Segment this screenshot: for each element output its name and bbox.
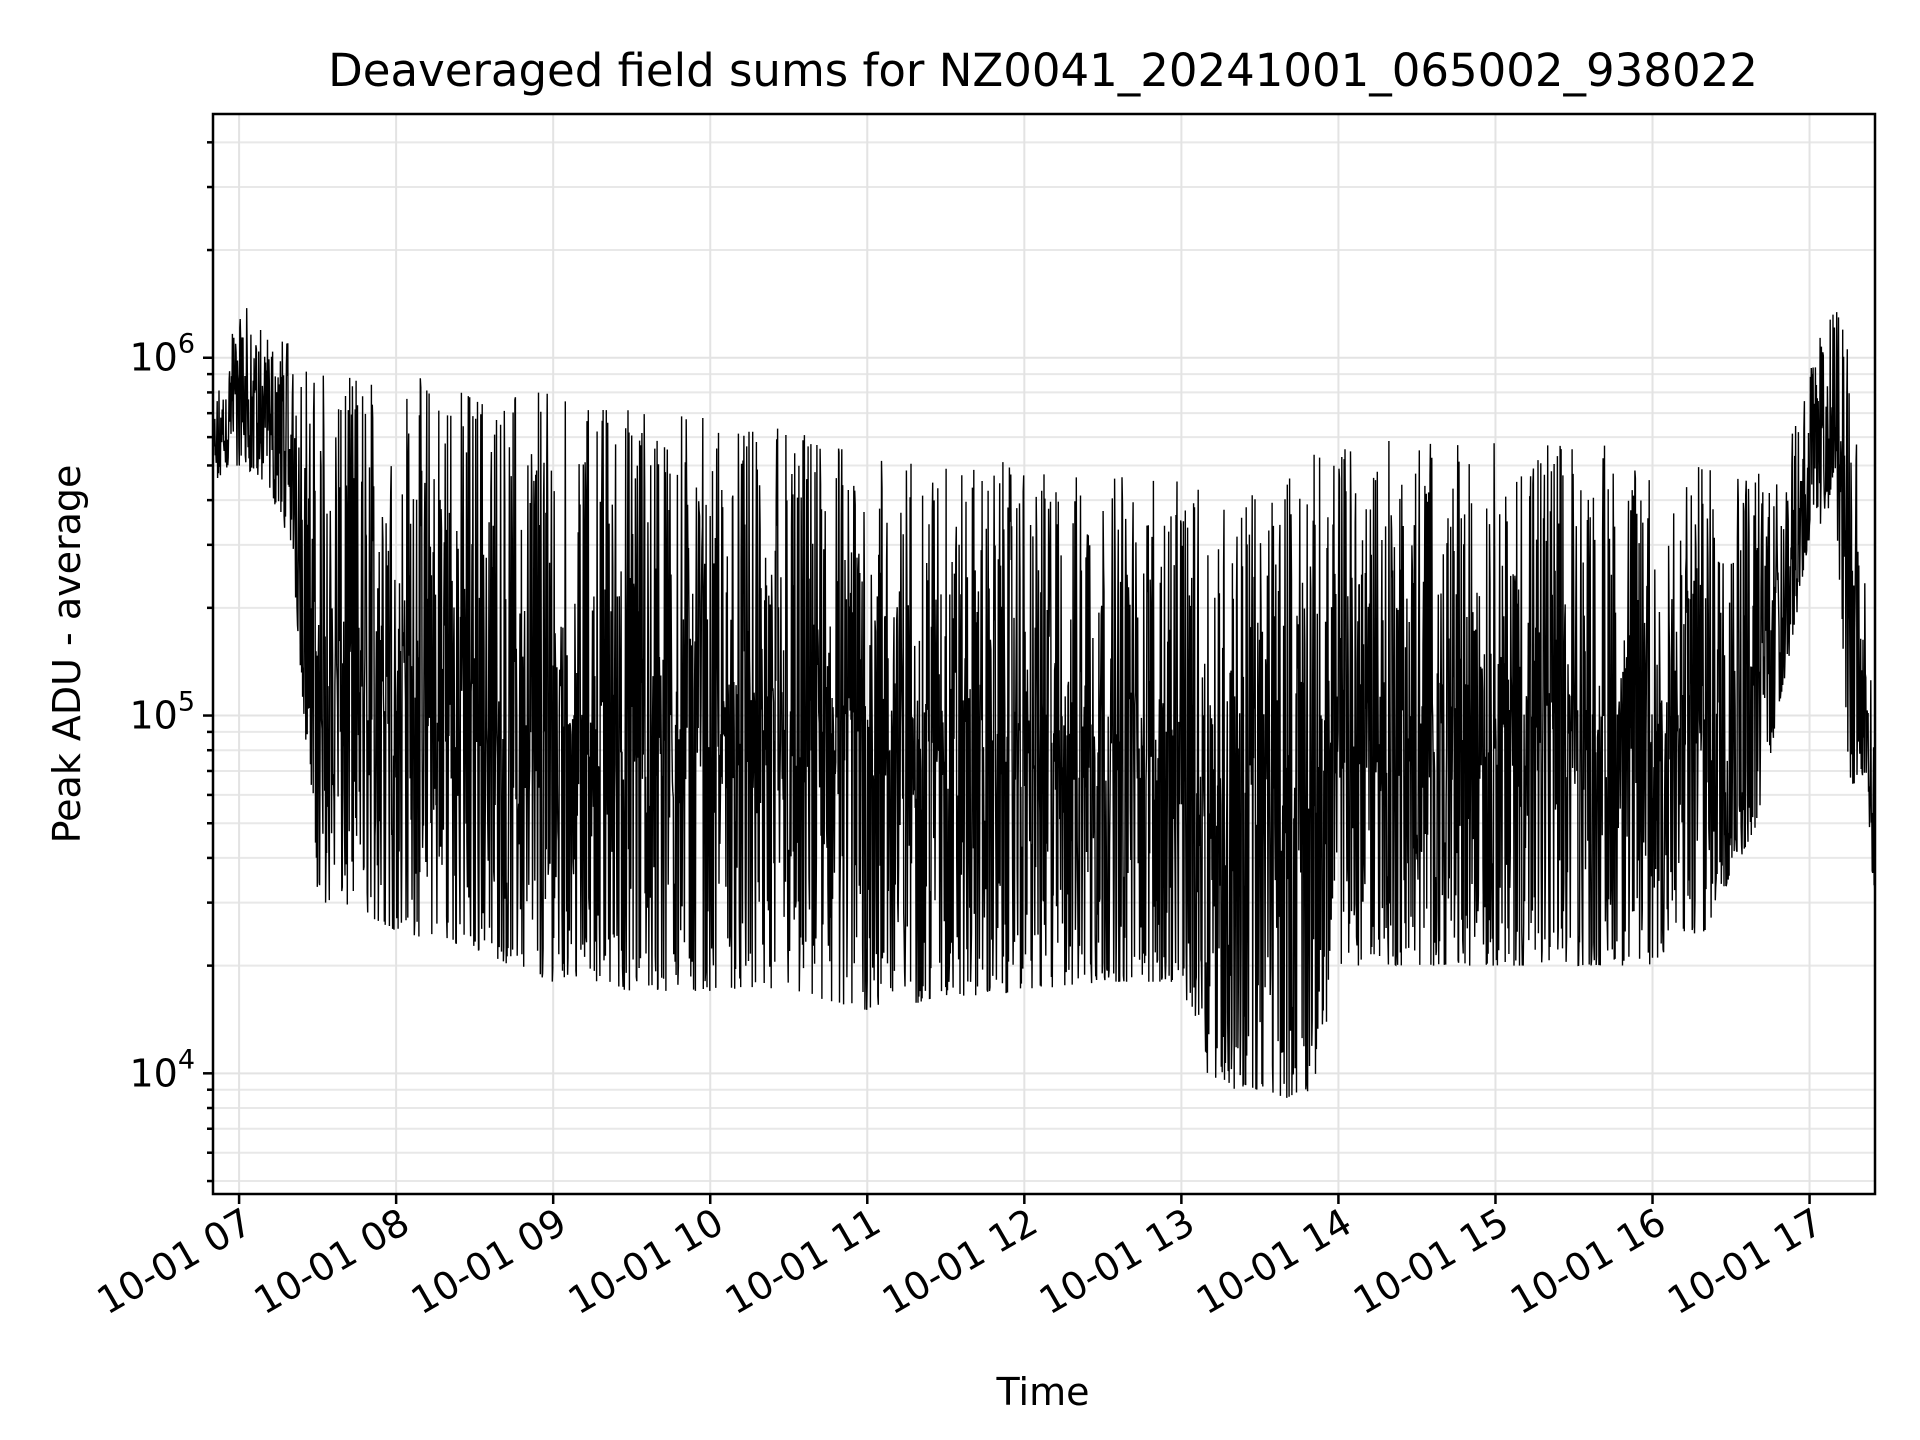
- x-tick-label: 10-01 14: [1189, 1200, 1359, 1324]
- x-tick-label: 10-01 17: [1660, 1200, 1830, 1324]
- x-tick-label: 10-01 07: [90, 1200, 260, 1324]
- x-tick-label: 10-01 16: [1503, 1200, 1673, 1324]
- chart-title: Deaveraged field sums for NZ0041_2024100…: [328, 44, 1758, 97]
- x-tick-label: 10-01 11: [718, 1200, 888, 1324]
- x-tick-label: 10-01 15: [1346, 1200, 1516, 1324]
- y-axis-label: Peak ADU - average: [45, 465, 89, 844]
- x-tick-label: 10-01 08: [247, 1200, 417, 1324]
- y-tick-label: 105: [129, 687, 195, 738]
- y-axis: 104 105 106: [129, 141, 213, 1183]
- y-tick-label: 106: [129, 329, 195, 380]
- y-tick-label: 104: [129, 1044, 195, 1095]
- plot-frame: [211, 112, 1877, 1196]
- x-axis-label: Time: [996, 1370, 1090, 1414]
- x-tick-label: 10-01 10: [561, 1200, 731, 1324]
- x-tick-label: 10-01 13: [1032, 1200, 1202, 1324]
- x-tick-label: 10-01 12: [875, 1200, 1045, 1324]
- data-series-line: [212, 308, 1876, 1098]
- x-tick-label: 10-01 09: [404, 1200, 574, 1324]
